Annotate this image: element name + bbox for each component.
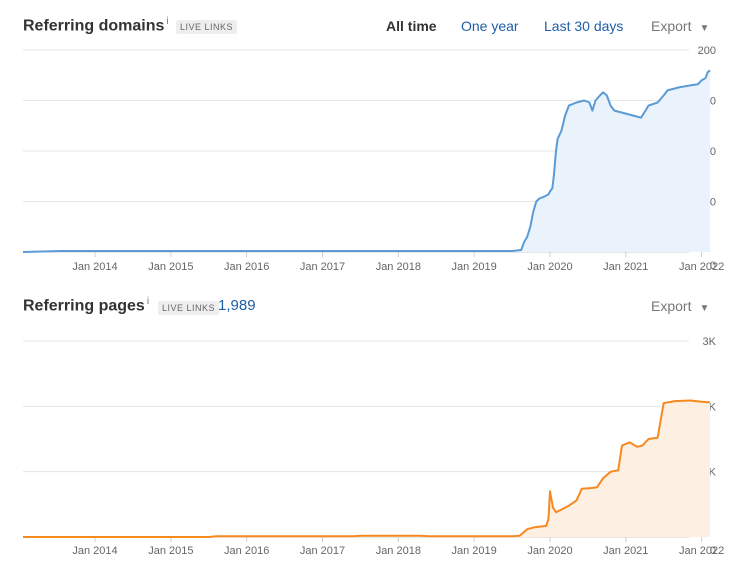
series-area bbox=[23, 400, 710, 537]
export-label: Export bbox=[651, 18, 692, 34]
x-tick-label: Jan 2018 bbox=[376, 545, 421, 557]
series-line[interactable] bbox=[23, 399, 711, 538]
x-tick-label: Jan 2020 bbox=[527, 261, 572, 273]
x-tick-label: Jan 2015 bbox=[148, 261, 193, 273]
domains-title: Referring domains i bbox=[23, 16, 169, 35]
live-links-badge: LIVE LINKS bbox=[158, 301, 220, 315]
y-tick-label: 0 bbox=[710, 260, 716, 272]
x-tick-label: Jan 2014 bbox=[72, 261, 117, 273]
pages-title: Referring pages i bbox=[23, 296, 149, 315]
x-tick-label: Jan 2014 bbox=[72, 545, 117, 557]
domains-export-button[interactable]: Export ▼ bbox=[651, 18, 709, 34]
range-one-year[interactable]: One year bbox=[461, 18, 519, 34]
domains-title-text: Referring domains bbox=[23, 17, 165, 35]
live-links-badge: LIVE LINKS bbox=[176, 20, 238, 34]
pages-export-button[interactable]: Export ▼ bbox=[651, 298, 709, 314]
x-tick-label: Jan 2018 bbox=[376, 261, 421, 273]
export-label: Export bbox=[651, 298, 692, 314]
x-tick-label: Jan 2021 bbox=[603, 261, 648, 273]
x-tick-label: Jan 2016 bbox=[224, 261, 269, 273]
pages-title-text: Referring pages bbox=[23, 297, 145, 315]
range-last-30-days[interactable]: Last 30 days bbox=[544, 18, 624, 34]
x-tick-label: Jan 2022 bbox=[679, 261, 724, 273]
x-tick-label: Jan 2022 bbox=[679, 545, 724, 557]
series-area bbox=[23, 70, 710, 252]
y-tick-label: 200 bbox=[698, 45, 716, 57]
x-tick-label: Jan 2017 bbox=[300, 545, 345, 557]
x-tick-label: Jan 2015 bbox=[148, 545, 193, 557]
y-tick-label: 3K bbox=[703, 336, 717, 348]
x-tick-label: Jan 2016 bbox=[224, 545, 269, 557]
x-tick-label: Jan 2019 bbox=[452, 261, 497, 273]
y-tick-label: 0 bbox=[710, 545, 716, 557]
pages-count[interactable]: 1,989 bbox=[218, 297, 256, 314]
x-tick-label: Jan 2021 bbox=[603, 545, 648, 557]
caret-down-icon: ▼ bbox=[699, 23, 710, 34]
x-tick-label: Jan 2017 bbox=[300, 261, 345, 273]
x-tick-label: Jan 2019 bbox=[452, 545, 497, 557]
info-icon[interactable]: i bbox=[166, 16, 169, 27]
info-icon[interactable]: i bbox=[146, 296, 150, 307]
x-tick-label: Jan 2020 bbox=[527, 545, 572, 557]
range-all-time[interactable]: All time bbox=[386, 18, 437, 34]
caret-down-icon: ▼ bbox=[699, 303, 710, 314]
series-line[interactable] bbox=[22, 69, 711, 253]
